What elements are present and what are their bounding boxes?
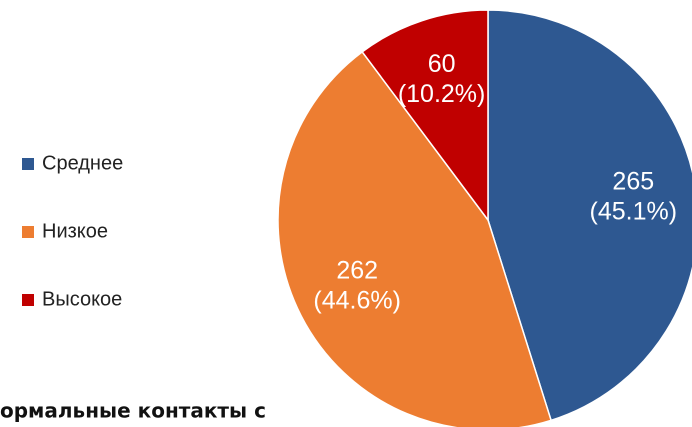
data-label: 262 [336,257,378,285]
pie-slice [487,9,692,422]
caption: ормальные контакты с [0,399,266,423]
data-label: (10.2%) [398,80,486,108]
data-label: (44.6%) [313,287,401,315]
legend-swatch [22,294,34,306]
legend-label: Среднее [42,152,123,174]
data-label: 60 [428,50,456,78]
data-label: 265 [612,167,654,195]
legend-label: Высокое [42,288,122,310]
legend-swatch [22,158,34,170]
legend-label: Низкое [42,220,108,242]
data-label: (45.1%) [590,197,678,225]
pie-slice [361,9,489,223]
legend-swatch [22,226,34,238]
pie-slice [277,50,553,427]
